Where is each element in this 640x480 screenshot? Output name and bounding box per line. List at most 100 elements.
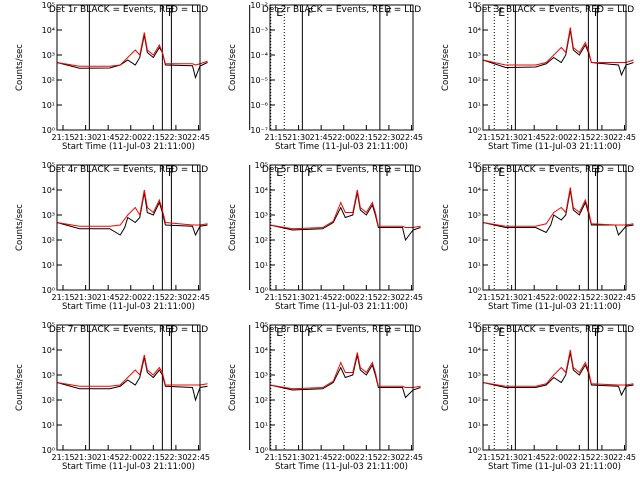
x-tick-label: 21:30 <box>500 133 523 142</box>
x-tick-label: 21:45 <box>97 293 120 302</box>
plot-frame <box>269 164 414 291</box>
series-line-0 <box>482 29 634 77</box>
x-tick-label: 21:30 <box>287 453 310 462</box>
y-tick-label: 10⁵ <box>255 321 268 330</box>
y-tick-label: 10⁰ <box>468 126 481 135</box>
x-tick-label: 22:00 <box>545 133 568 142</box>
interval-marker: E <box>276 326 283 339</box>
y-tick-label: 10³ <box>468 51 481 60</box>
x-axis-label: Start Time (11-Jul-03 21:11:00) <box>275 302 408 312</box>
x-tick-label: 21:15 <box>477 453 500 462</box>
panel-title: Det 9r BLACK = Events, RED = LLD <box>475 325 634 335</box>
panel-title: Det 7r BLACK = Events, RED = LLD <box>49 325 208 335</box>
panel-title: Det 6r BLACK = Events, RED = LLD <box>475 165 634 175</box>
y-tick-label: 10⁻⁶ <box>250 101 268 110</box>
plot-frame <box>269 324 414 451</box>
y-tick-label: 10² <box>42 396 55 405</box>
series-line-0 <box>56 34 208 80</box>
y-tick-label: 10² <box>42 76 55 85</box>
series-line-0 <box>482 352 634 397</box>
y-tick-label: 10¹ <box>42 421 55 430</box>
x-tick-label: 21:15 <box>51 133 74 142</box>
x-tick-label: 22:15 <box>568 133 591 142</box>
panel-title: Det 8r BLACK = Events, RED = LLD <box>262 325 421 335</box>
series-line-0 <box>269 354 421 399</box>
interval-marker: E <box>498 326 505 339</box>
y-tick-label: 10⁴ <box>255 186 268 195</box>
x-tick-label: 22:30 <box>377 453 400 462</box>
interval-marker: F <box>594 6 600 19</box>
x-tick-label: 22:45 <box>187 133 210 142</box>
interval-marker: E <box>276 6 283 19</box>
interval-marker: E <box>276 166 283 179</box>
x-tick-label: 21:45 <box>97 453 120 462</box>
y-tick-label: 10¹ <box>42 101 55 110</box>
interval-marker: F <box>168 166 174 179</box>
y-tick-label: 10⁵ <box>255 161 268 170</box>
y-axis-label: Counts/sec <box>441 204 451 251</box>
x-tick-label: 21:45 <box>523 293 546 302</box>
x-axis-label: Start Time (11-Jul-03 21:11:00) <box>62 302 195 312</box>
y-axis-label: Counts/sec <box>15 204 25 251</box>
y-tick-label: 10³ <box>255 211 268 220</box>
x-tick-label: 21:30 <box>74 293 97 302</box>
y-tick-label: 10⁻⁵ <box>250 76 268 85</box>
y-tick-label: 10⁰ <box>42 446 55 455</box>
panel-title: Det 3r BLACK = Events, RED = LLD <box>475 5 634 15</box>
x-tick-label: 21:30 <box>74 453 97 462</box>
x-tick-label: 21:15 <box>477 133 500 142</box>
y-tick-label: 10¹ <box>255 261 268 270</box>
interval-marker: F <box>168 326 174 339</box>
x-tick-label: 21:15 <box>51 453 74 462</box>
x-tick-label: 22:15 <box>355 133 378 142</box>
x-tick-label: 22:00 <box>119 133 142 142</box>
x-tick-label: 22:30 <box>590 133 613 142</box>
y-axis-label: Counts/sec <box>15 44 25 91</box>
interval-marker: F <box>385 166 391 179</box>
x-tick-label: 22:15 <box>142 453 165 462</box>
x-tick-label: 21:15 <box>264 453 287 462</box>
x-tick-label: 21:15 <box>477 293 500 302</box>
interval-marker: E <box>498 166 505 179</box>
x-tick-label: 21:30 <box>500 293 523 302</box>
y-tick-label: 10⁰ <box>468 446 481 455</box>
y-tick-label: 10¹ <box>255 421 268 430</box>
y-tick-label: 10² <box>42 236 55 245</box>
series-line-1 <box>482 187 634 227</box>
x-tick-label: 22:45 <box>613 133 636 142</box>
interval-marker: F <box>385 6 391 19</box>
x-axis-label: Start Time (11-Jul-03 21:11:00) <box>62 142 195 152</box>
y-tick-label: 10⁰ <box>255 446 268 455</box>
series-line-0 <box>482 189 634 237</box>
y-tick-label: 10⁻⁷ <box>250 126 268 135</box>
panel-title: Det 2r BLACK = Events, RED = LLD <box>262 5 421 15</box>
x-tick-label: 21:15 <box>264 293 287 302</box>
y-tick-label: 10⁴ <box>468 346 481 355</box>
x-tick-label: 22:00 <box>332 293 355 302</box>
y-tick-label: 10⁰ <box>42 286 55 295</box>
series-line-1 <box>482 349 634 387</box>
y-tick-label: 10³ <box>42 51 55 60</box>
y-tick-label: 10⁵ <box>42 161 55 170</box>
y-tick-label: 10² <box>468 396 481 405</box>
x-tick-label: 21:45 <box>310 133 333 142</box>
series-line-1 <box>56 354 208 387</box>
x-axis-label: Start Time (11-Jul-03 21:11:00) <box>488 142 621 152</box>
x-tick-label: 21:45 <box>523 453 546 462</box>
x-tick-label: 22:30 <box>164 293 187 302</box>
x-tick-label: 22:15 <box>355 453 378 462</box>
y-tick-label: 10⁴ <box>255 346 268 355</box>
x-axis-label: Start Time (11-Jul-03 21:11:00) <box>488 462 621 472</box>
interval-marker: F <box>385 326 391 339</box>
y-tick-label: 10¹ <box>468 421 481 430</box>
y-tick-label: 10⁵ <box>468 1 481 10</box>
x-tick-label: 22:30 <box>377 293 400 302</box>
plot-frame <box>56 324 201 451</box>
plot-frame <box>269 4 414 131</box>
y-tick-label: 10⁴ <box>42 346 55 355</box>
